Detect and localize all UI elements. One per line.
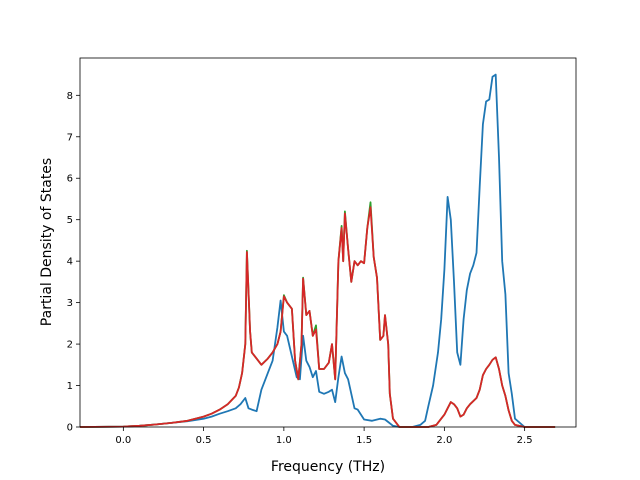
x-tick-label: 0.5 xyxy=(196,435,212,446)
series-line-2 xyxy=(79,206,556,428)
y-tick-label: 4 xyxy=(67,257,73,268)
y-tick-label: 1 xyxy=(67,381,73,392)
y-tick-label: 5 xyxy=(67,215,73,226)
y-tick-label: 2 xyxy=(67,340,73,351)
series-layer xyxy=(79,73,556,428)
x-tick-label: 0.0 xyxy=(115,435,131,446)
x-tick-label: 2.5 xyxy=(517,435,533,446)
x-axis-label: Frequency (THz) xyxy=(271,459,385,475)
y-axis-label: Partial Density of States xyxy=(39,158,55,326)
series-line-0 xyxy=(79,73,556,428)
y-tick-label: 0 xyxy=(67,423,73,434)
y-tick-label: 8 xyxy=(67,91,73,102)
y-tick-label: 3 xyxy=(67,298,73,309)
x-tick-label: 1.0 xyxy=(276,435,292,446)
x-tick-label: 1.5 xyxy=(356,435,372,446)
plot-frame xyxy=(79,57,577,428)
y-tick-label: 6 xyxy=(67,174,73,185)
y-axis-ticks: 0 1 2 3 4 5 6 7 8 xyxy=(67,91,80,434)
y-tick-label: 7 xyxy=(67,132,73,143)
x-axis-ticks: 0.0 0.5 1.0 1.5 2.0 2.5 xyxy=(115,427,533,446)
x-tick-label: 2.0 xyxy=(436,435,452,446)
